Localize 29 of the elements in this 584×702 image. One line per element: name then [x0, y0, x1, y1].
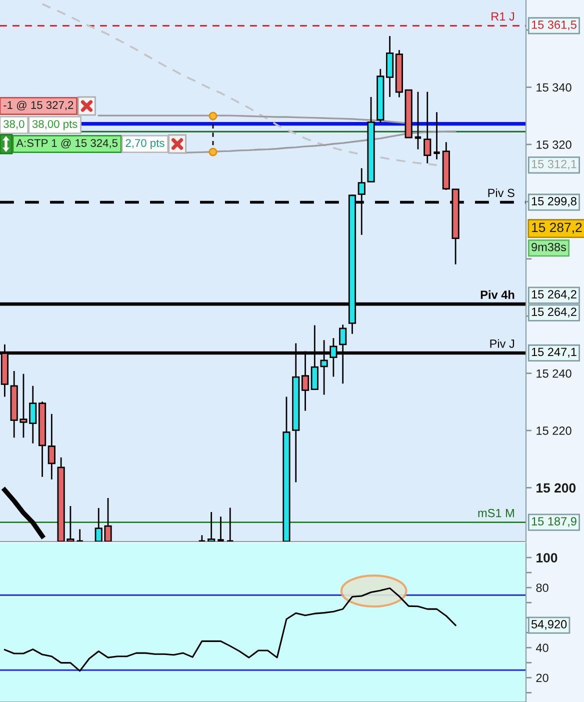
annotation: 38,0: [4, 120, 24, 130]
text: 15 361,5: [532, 20, 576, 30]
ref-line-label: Piv S: [488, 188, 514, 198]
text: 54,920: [531, 620, 567, 630]
text: 15 187,9: [532, 517, 576, 527]
text: 15 287,2: [532, 222, 582, 234]
y-tick-label: 15 240: [536, 369, 572, 378]
y-tick-label: 80: [536, 584, 548, 592]
text: 9m38s: [532, 242, 566, 252]
y-tick-label: 40: [536, 644, 548, 652]
y-tick-label: 15 200: [536, 483, 576, 493]
ref-line-label: Piv 4h: [480, 290, 514, 299]
annotation: 38,00 pts: [32, 120, 78, 130]
y-tick-label: 20: [536, 674, 548, 682]
annotation: -1 @ 15 327,2: [4, 100, 74, 110]
text: 15 264,2: [532, 308, 576, 318]
annotation: 2,70 pts: [126, 139, 164, 150]
ref-line-label: R1 J: [492, 12, 514, 21]
text: 15 247,1: [532, 348, 576, 358]
text: 15 312,1: [532, 160, 576, 170]
y-tick-label: 15 320: [536, 140, 572, 149]
y-tick-label: 15 340: [536, 83, 572, 92]
text: 15 264,2: [532, 290, 576, 300]
annotation: A:STP 1 @ 15 324,5: [16, 138, 118, 148]
ref-line-label: mS1 M: [478, 508, 514, 518]
ref-line-label: Piv J: [490, 339, 514, 348]
y-tick-label: 15 220: [536, 426, 572, 435]
text: 15 299,8: [532, 197, 576, 207]
y-tick-label: 100: [536, 553, 558, 562]
